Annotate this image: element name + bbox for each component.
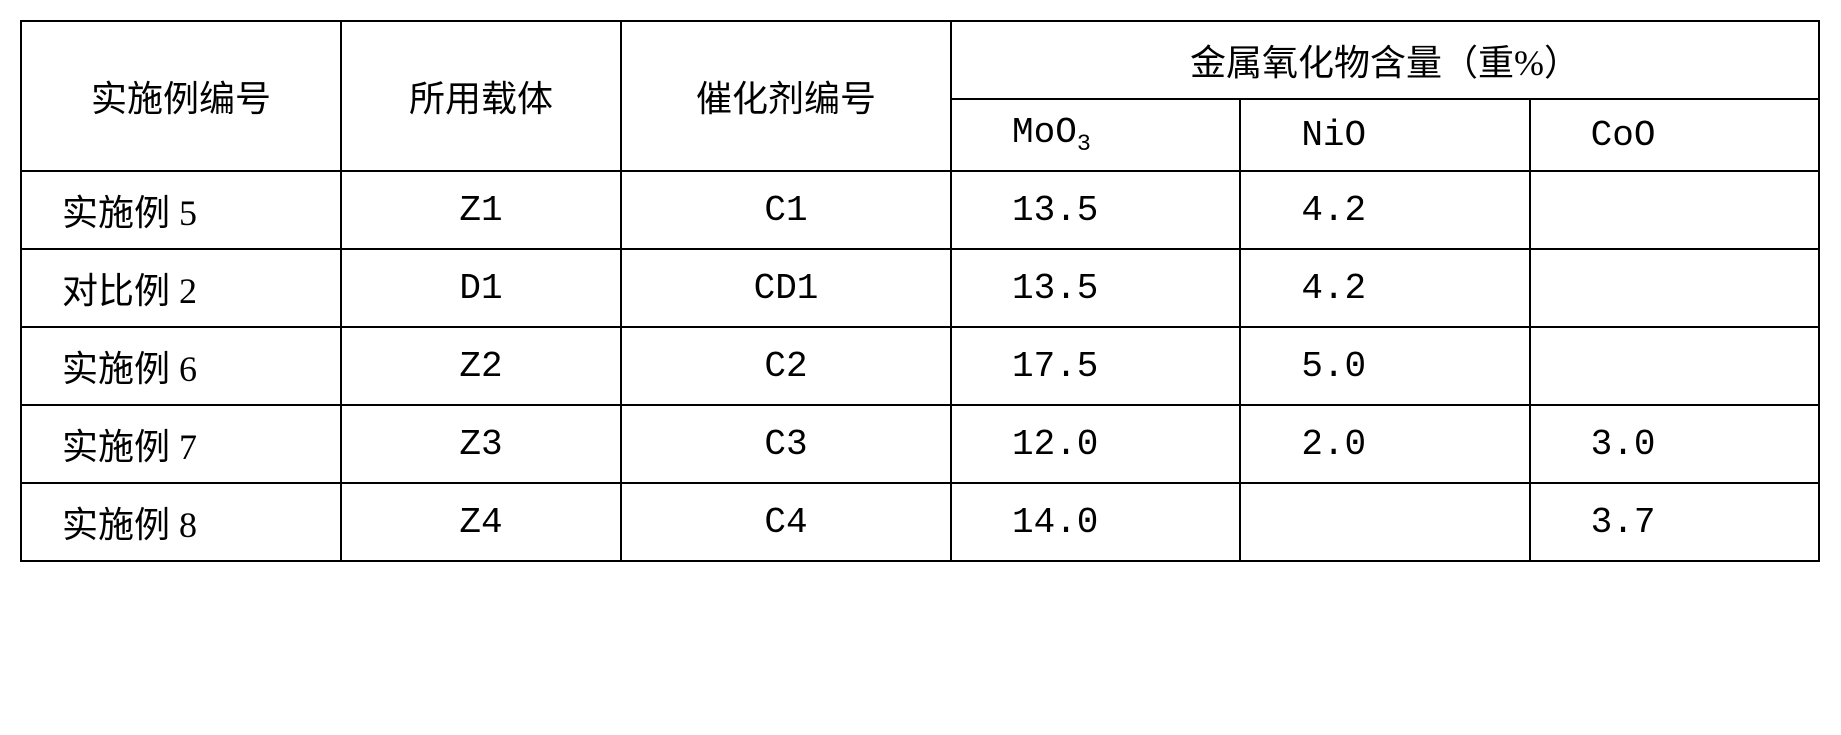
cell-coo: 3.0	[1530, 405, 1819, 483]
table-row: 实施例 5 Z1 C1 13.5 4.2	[21, 171, 1819, 249]
table-row: 对比例 2 D1 CD1 13.5 4.2	[21, 249, 1819, 327]
catalyst-table: 实施例编号 所用载体 催化剂编号 金属氧化物含量（重%） MoO3 NiO Co…	[20, 20, 1820, 562]
header-example-no: 实施例编号	[21, 21, 341, 171]
cell-nio: 2.0	[1240, 405, 1529, 483]
table-row: 实施例 6 Z2 C2 17.5 5.0	[21, 327, 1819, 405]
table-row: 实施例 7 Z3 C3 12.0 2.0 3.0	[21, 405, 1819, 483]
cell-catalyst: C3	[621, 405, 951, 483]
cell-example: 实施例 5	[21, 171, 341, 249]
cell-coo	[1530, 249, 1819, 327]
header-oxide-content: 金属氧化物含量（重%）	[951, 21, 1819, 99]
table-header-row-1: 实施例编号 所用载体 催化剂编号 金属氧化物含量（重%）	[21, 21, 1819, 99]
cell-carrier: Z1	[341, 171, 621, 249]
header-catalyst-no: 催化剂编号	[621, 21, 951, 171]
table-body: 实施例 5 Z1 C1 13.5 4.2 对比例 2 D1 CD1 13.5 4…	[21, 171, 1819, 561]
header-nio: NiO	[1240, 99, 1529, 171]
cell-carrier: Z4	[341, 483, 621, 561]
table-row: 实施例 8 Z4 C4 14.0 3.7	[21, 483, 1819, 561]
cell-catalyst: C4	[621, 483, 951, 561]
cell-carrier: D1	[341, 249, 621, 327]
cell-carrier: Z2	[341, 327, 621, 405]
cell-example: 实施例 8	[21, 483, 341, 561]
cell-coo	[1530, 171, 1819, 249]
cell-catalyst: CD1	[621, 249, 951, 327]
header-carrier: 所用载体	[341, 21, 621, 171]
cell-catalyst: C2	[621, 327, 951, 405]
cell-moo3: 13.5	[951, 171, 1240, 249]
cell-nio	[1240, 483, 1529, 561]
cell-moo3: 13.5	[951, 249, 1240, 327]
cell-nio: 4.2	[1240, 249, 1529, 327]
header-coo: CoO	[1530, 99, 1819, 171]
cell-carrier: Z3	[341, 405, 621, 483]
cell-example: 实施例 7	[21, 405, 341, 483]
cell-example: 实施例 6	[21, 327, 341, 405]
cell-coo: 3.7	[1530, 483, 1819, 561]
cell-moo3: 12.0	[951, 405, 1240, 483]
cell-nio: 5.0	[1240, 327, 1529, 405]
cell-catalyst: C1	[621, 171, 951, 249]
cell-example: 对比例 2	[21, 249, 341, 327]
cell-moo3: 17.5	[951, 327, 1240, 405]
cell-coo	[1530, 327, 1819, 405]
cell-moo3: 14.0	[951, 483, 1240, 561]
header-moo3: MoO3	[951, 99, 1240, 171]
cell-nio: 4.2	[1240, 171, 1529, 249]
